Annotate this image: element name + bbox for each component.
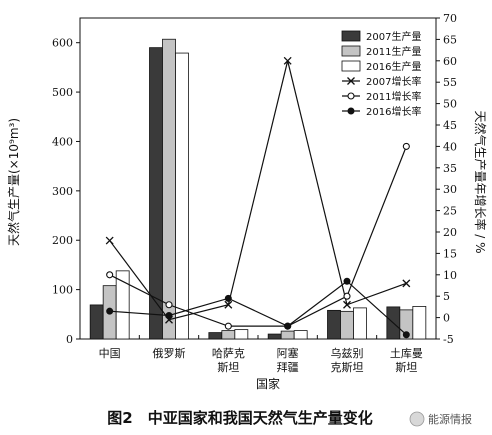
left-axis-ticks: 0 100 200 300 400 500 600 [52,37,80,346]
point-2016增长率 [106,307,114,315]
growth-lines [105,56,411,339]
category-label: 中国 [99,347,121,360]
right-tick-label: 50 [443,98,457,111]
right-tick-label: 5 [443,290,450,303]
point-2016增长率 [343,277,351,285]
category-label: 斯坦 [217,360,239,374]
bar-2016生产量 [234,329,249,340]
category-label: 斯坦 [395,360,417,374]
bar-2016生产量 [115,270,130,340]
legend-swatch-2011生产量 [341,45,361,57]
category-label: 哈萨克 [212,347,245,360]
watermark-text: 能源情报 [428,412,472,426]
right-tick-label: 15 [443,247,457,260]
right-tick-label: 55 [443,76,457,89]
left-tick-label: 500 [52,86,73,99]
bar-2007生产量 [208,332,223,340]
line-2007增长率 [109,60,407,321]
category-label: 拜疆 [277,361,299,374]
legend-label: 2007生产量 [366,30,421,43]
point-2011增长率 [224,322,232,330]
point-2016增长率 [402,331,410,339]
legend-marker-2007增长率 [347,77,355,85]
right-tick-label: 60 [443,55,457,68]
wechat-icon [409,411,425,427]
category-label: 乌兹别 [331,346,364,360]
left-tick-label: 300 [52,185,73,198]
legend-marker-2011增长率 [347,92,355,100]
bar-2007生产量 [267,333,282,340]
line-2011增长率 [109,146,407,327]
legend: 2007生产量 2011生产量 2016生产量 2007增长率 2011增长率 2016增… [341,30,421,118]
right-tick-label: 20 [443,226,457,239]
legend-swatch-2007生产量 [341,30,361,42]
point-2016增长率 [165,311,173,319]
watermark: 能源情报 [409,411,472,427]
bar-2007生产量 [89,304,104,340]
bar-2016生产量 [293,330,308,340]
left-tick-label: 0 [66,333,73,346]
legend-label: 2011生产量 [366,45,421,58]
left-tick-label: 100 [52,284,73,297]
point-2016增长率 [224,294,232,302]
point-2011增长率 [402,142,410,150]
category-label: 阿塞 [277,346,299,360]
legend-swatch-2016生产量 [341,60,361,72]
right-tick-label: -5 [443,333,454,346]
y-axis-label-right: 天然气生产量年增长率 / % [473,110,488,253]
category-label: 土库曼 [390,347,423,360]
bar-2011生产量 [280,330,295,340]
legend-marker-2016增长率 [347,107,355,115]
x-axis-label: 国家 [256,376,280,391]
legend-label: 2007增长率 [366,75,421,88]
legend-label: 2011增长率 [366,90,421,103]
line-2016增长率 [109,280,407,336]
figure-caption: 图2 中亚国家和我国天然气生产量变化 [107,409,372,427]
right-tick-label: 70 [443,12,457,25]
plot-area [79,17,437,340]
legend-label: 2016生产量 [366,60,421,73]
left-tick-label: 600 [52,37,73,50]
bar-2011生产量 [162,38,176,340]
right-tick-label: 10 [443,269,457,282]
point-2007增长率 [283,56,292,65]
point-2007增长率 [105,236,114,245]
point-2011增长率 [106,271,114,279]
left-tick-label: 200 [52,234,73,247]
point-2011增长率 [343,292,351,300]
point-2007增长率 [402,279,411,288]
right-tick-label: 25 [443,205,457,218]
bar-2011生产量 [221,330,236,340]
point-2011增长率 [165,301,173,309]
bar-2016生产量 [353,307,367,340]
right-tick-label: 35 [443,162,457,175]
point-2007增长率 [343,300,351,309]
right-tick-label: 45 [443,119,457,132]
right-tick-label: 30 [443,183,457,196]
y-axis-label-left: 天然气生产量(×10⁹m³) [6,118,21,246]
right-axis-ticks: -5 0 5 10 15 20 25 30 35 40 45 50 55 60 65 70 [436,12,457,346]
right-tick-label: 0 [443,312,450,325]
point-2007增长率 [224,300,233,309]
point-2016增长率 [284,322,292,330]
category-label: 俄罗斯 [153,347,186,360]
bar-2016生产量 [175,52,189,340]
right-tick-label: 65 [443,33,457,46]
legend-label: 2016增长率 [366,105,421,118]
bar-2011生产量 [340,310,354,340]
category-label: 克斯坦 [331,360,364,374]
bar-2007生产量 [327,309,341,340]
left-tick-label: 400 [52,135,73,148]
right-tick-label: 40 [443,140,457,153]
bar-2016生产量 [412,306,427,340]
